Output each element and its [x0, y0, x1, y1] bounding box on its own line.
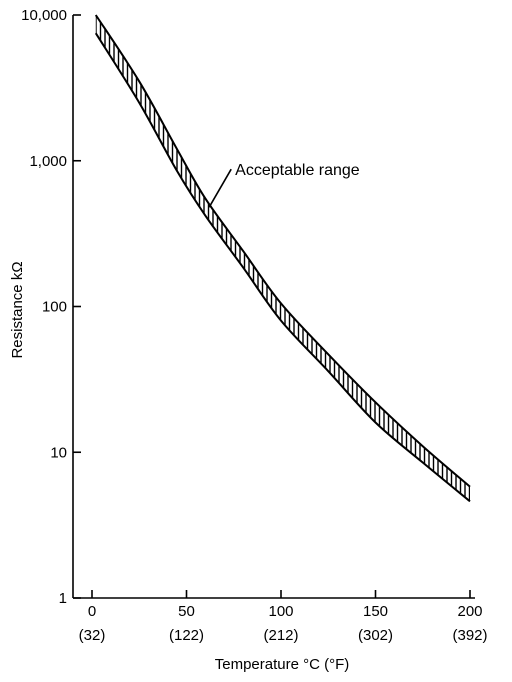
- band-annotation: Acceptable range: [235, 162, 360, 179]
- y-tick-label: 100: [42, 299, 67, 316]
- x-tick-sublabel: (122): [169, 627, 204, 644]
- band-lower-line: [94, 32, 471, 503]
- x-tick-label: 0: [88, 603, 96, 620]
- annotation-leader: [208, 168, 232, 208]
- x-axis-title: Temperature °C (°F): [215, 656, 350, 673]
- band-upper-line: [94, 14, 471, 488]
- y-tick-label: 10: [50, 444, 67, 461]
- x-tick-sublabel: (212): [263, 627, 298, 644]
- y-tick-label: 1: [59, 590, 67, 607]
- y-tick-label: 1,000: [29, 153, 67, 170]
- y-axis-title: Resistance kΩ: [9, 261, 26, 358]
- x-tick-label: 100: [268, 603, 293, 620]
- x-tick-sublabel: (302): [358, 627, 393, 644]
- y-tick-label: 10,000: [21, 7, 67, 24]
- acceptable-range-band: [95, 15, 470, 502]
- x-tick-label: 150: [363, 603, 388, 620]
- x-ticks: 0 (32) 50 (122) 100 (212) 150 (302) 200 (392): [79, 590, 488, 644]
- x-tick-sublabel: (32): [79, 627, 106, 644]
- x-tick-label: 200: [457, 603, 482, 620]
- x-tick-label: 50: [178, 603, 195, 620]
- x-tick-sublabel: (392): [452, 627, 487, 644]
- y-ticks: 1 10 100 1,000 10,000: [21, 7, 81, 607]
